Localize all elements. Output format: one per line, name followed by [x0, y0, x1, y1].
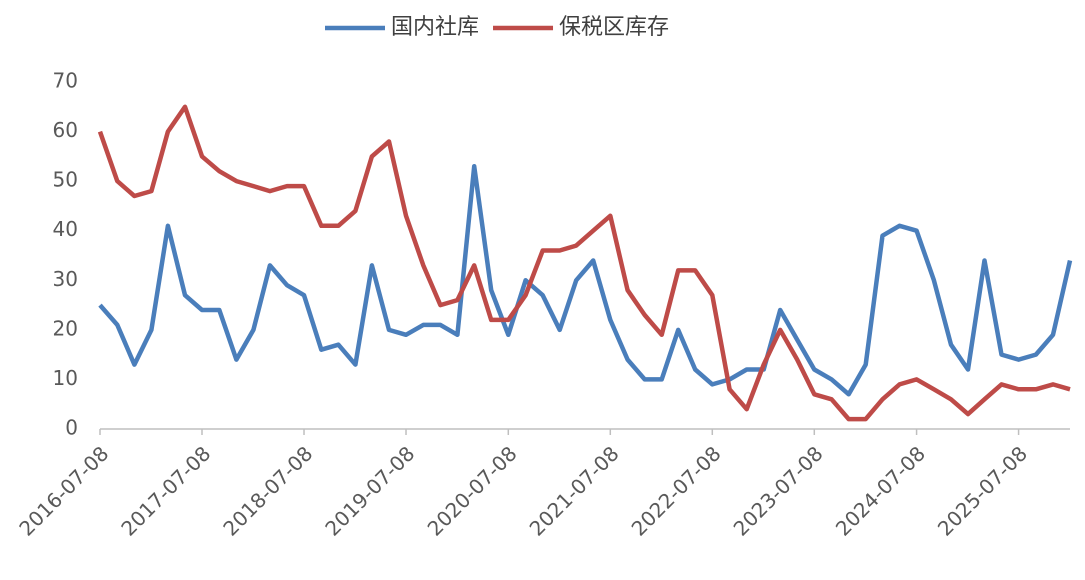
series-line — [97, 104, 1071, 422]
x-tick-label: 2018-07-08 — [218, 441, 317, 540]
y-tick-label: 30 — [53, 267, 78, 291]
y-tick-label: 20 — [53, 316, 78, 340]
x-tick-label: 2019-07-08 — [320, 441, 419, 540]
y-tick-label: 0 — [65, 416, 78, 440]
x-tick-label: 2021-07-08 — [525, 441, 624, 540]
series-line — [98, 164, 1073, 397]
x-tick-label: 2020-07-08 — [423, 441, 522, 540]
x-tick-label: 2022-07-08 — [627, 441, 726, 540]
x-tick-label: 2023-07-08 — [729, 441, 828, 540]
y-tick-label: 70 — [53, 69, 78, 93]
y-tick-label: 40 — [53, 217, 78, 241]
y-tick-label: 50 — [53, 168, 78, 192]
legend-label: 保税区库存 — [559, 15, 669, 40]
x-tick-label: 2016-07-08 — [14, 441, 113, 540]
x-tick-label: 2024-07-08 — [831, 441, 930, 540]
legend-label: 国内社库 — [391, 15, 479, 40]
x-tick-label: 2017-07-08 — [116, 441, 215, 540]
x-tick-label: 2025-07-08 — [933, 441, 1032, 540]
y-tick-label: 10 — [53, 366, 78, 390]
y-tick-label: 60 — [53, 118, 78, 142]
